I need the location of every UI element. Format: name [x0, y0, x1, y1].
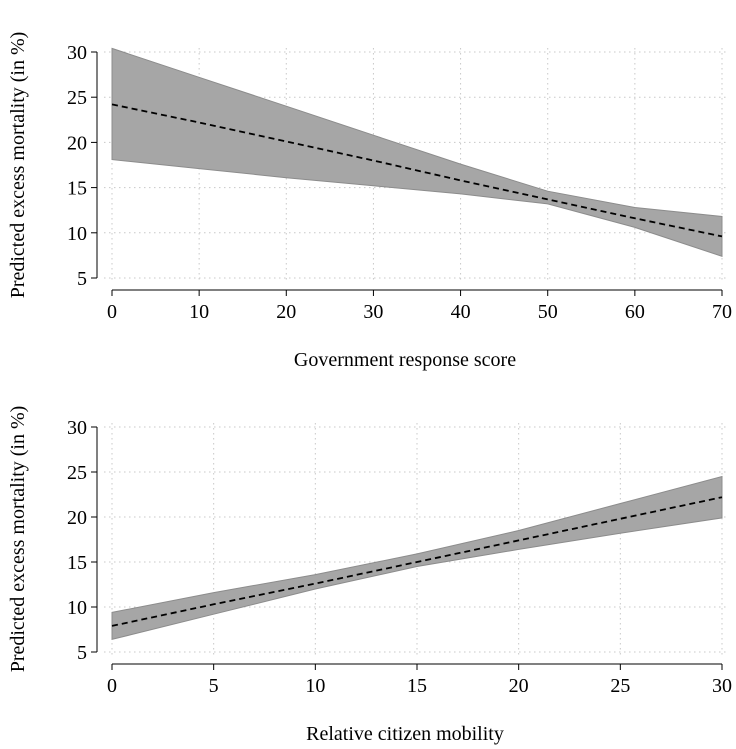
x-tick-label: 70 [712, 301, 732, 323]
x-tick-label: 5 [209, 675, 219, 697]
x-axis-title: Relative citizen mobility [306, 723, 504, 745]
x-tick-label: 20 [276, 301, 296, 323]
x-tick-label: 40 [451, 301, 471, 323]
confidence-band [111, 475, 723, 641]
x-tick-label: 20 [509, 675, 529, 697]
y-tick-label: 5 [77, 268, 87, 290]
x-tick-label: 60 [625, 301, 645, 323]
y-tick-label: 15 [67, 178, 87, 200]
chart-panel-government-response: 5 10 15 20 25 30 0 10 20 30 40 50 60 70 Government res… [7, 32, 732, 371]
x-tick-label: 0 [107, 675, 117, 697]
y-tick-label: 30 [67, 417, 87, 439]
x-tick-label: 25 [610, 675, 630, 697]
y-tick-label: 10 [67, 223, 87, 245]
x-tick-label: 10 [305, 675, 325, 697]
y-tick-label: 20 [67, 507, 87, 529]
x-tick-label: 30 [712, 675, 732, 697]
y-tick-label: 30 [67, 42, 87, 64]
prediction-line [111, 496, 723, 627]
x-tick-label: 50 [538, 301, 558, 323]
y-tick-label: 10 [67, 597, 87, 619]
y-tick-label: 20 [67, 132, 87, 154]
y-tick-label: 25 [67, 87, 87, 109]
prediction-line [111, 103, 723, 238]
confidence-band [111, 47, 723, 257]
y-tick-label: 25 [67, 462, 87, 484]
y-axis-title: Predicted excess mortality (in %) [7, 406, 29, 673]
x-tick-label: 30 [363, 301, 383, 323]
y-tick-label: 15 [67, 552, 87, 574]
y-tick-label: 5 [77, 642, 87, 664]
x-axis-title: Government response score [294, 349, 516, 371]
x-tick-label: 10 [189, 301, 209, 323]
x-tick-label: 0 [107, 301, 117, 323]
y-axis-title: Predicted excess mortality (in %) [7, 32, 29, 299]
x-tick-label: 15 [407, 675, 427, 697]
